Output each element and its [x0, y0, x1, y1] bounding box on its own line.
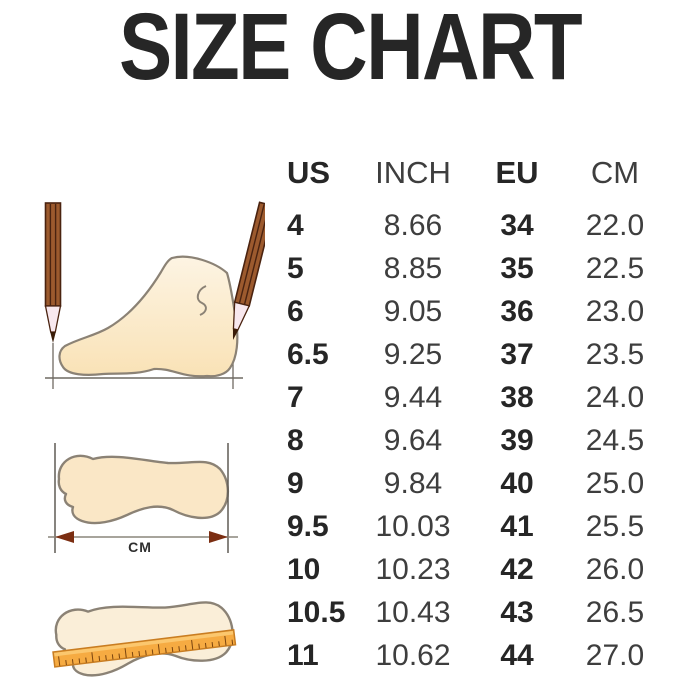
- table-row: 6 9.05 36 23.0: [283, 290, 675, 333]
- eu-cell: 36: [500, 294, 534, 328]
- cm-cell: 23.0: [585, 294, 645, 328]
- cm-cell: 22.5: [585, 251, 645, 285]
- eu-cell: 34: [500, 208, 534, 242]
- table-row: 8 9.64 39 24.5: [283, 419, 675, 462]
- us-cell: 8: [287, 423, 304, 457]
- cm-cell: 25.5: [585, 509, 645, 543]
- ruler-icon: [52, 629, 237, 668]
- footprint-length-illustration: CM: [48, 443, 238, 555]
- eu-cell: 38: [500, 380, 534, 414]
- us-cell: 6: [287, 294, 304, 328]
- ankle-mark: [196, 285, 207, 316]
- inch-cell: 9.25: [383, 337, 443, 371]
- cm-label: CM: [128, 539, 152, 555]
- cm-cell: 26.5: [585, 595, 645, 629]
- inch-cell: 9.64: [383, 423, 443, 457]
- eu-cell: 35: [500, 251, 534, 285]
- arrowhead-right-icon: [209, 531, 228, 543]
- us-cell: 9.5: [287, 509, 329, 543]
- inch-cell: 9.44: [383, 380, 443, 414]
- footprint-ruler-illustration: [52, 601, 237, 677]
- foot-side-measure-illustration: [44, 201, 265, 389]
- header-eu: EU: [495, 155, 539, 190]
- us-cell: 11: [287, 638, 319, 672]
- arrowhead-left-icon: [55, 531, 74, 543]
- inch-cell: 9.05: [383, 294, 443, 328]
- us-cell: 10.5: [287, 595, 346, 629]
- us-cell: 9: [287, 466, 304, 500]
- cm-cell: 27.0: [585, 638, 645, 672]
- page-title: SIZE CHART: [119, 0, 583, 100]
- cm-cell: 25.0: [585, 466, 645, 500]
- eu-cell: 42: [500, 552, 534, 586]
- size-table-body: 4 8.66 34 22.0 5 8.85 35 22.5 6 9.05 36 23.0 6.5 9.25…: [283, 204, 675, 677]
- cm-cell: 24.5: [585, 423, 645, 457]
- eu-cell: 37: [500, 337, 534, 371]
- header-inch: INCH: [375, 155, 451, 190]
- table-row: 7 9.44 38 24.0: [283, 376, 675, 419]
- inch-cell: 10.43: [375, 595, 451, 629]
- header-cm: CM: [590, 155, 640, 190]
- inch-cell: 10.23: [375, 552, 451, 586]
- foot-side-icon: [58, 255, 239, 378]
- eu-cell: 40: [500, 466, 534, 500]
- us-cell: 6.5: [287, 337, 329, 371]
- table-row: 6.5 9.25 37 23.5: [283, 333, 675, 376]
- size-table: US INCH EU CM 4 8.66 34 22.0 5 8.85 35 22.5 6 9.0…: [283, 142, 675, 677]
- table-row: 10.5 10.43 43 26.5: [283, 591, 675, 634]
- cm-cell: 22.0: [585, 208, 645, 242]
- us-cell: 5: [287, 251, 304, 285]
- ruler-ticks: [58, 635, 234, 666]
- table-row: 4 8.66 34 22.0: [283, 204, 675, 247]
- header-us: US: [287, 155, 331, 190]
- inch-cell: 9.84: [383, 466, 443, 500]
- us-cell: 4: [287, 208, 304, 242]
- cm-cell: 26.0: [585, 552, 645, 586]
- us-cell: 7: [287, 380, 304, 414]
- us-cell: 10: [287, 552, 321, 586]
- table-header-row: US INCH EU CM: [283, 142, 675, 204]
- pencil-icon: [44, 202, 62, 344]
- eu-cell: 43: [500, 595, 534, 629]
- cm-cell: 23.5: [585, 337, 645, 371]
- ruler-highlight: [54, 630, 234, 657]
- cm-cell: 24.0: [585, 380, 645, 414]
- table-row: 10 10.23 42 26.0: [283, 548, 675, 591]
- table-row: 9.5 10.03 41 25.5: [283, 505, 675, 548]
- eu-cell: 41: [500, 509, 534, 543]
- inch-cell: 10.62: [375, 638, 451, 672]
- footprint-icon: [57, 454, 230, 525]
- inch-cell: 8.85: [383, 251, 443, 285]
- table-row: 5 8.85 35 22.5: [283, 247, 675, 290]
- eu-cell: 44: [500, 638, 534, 672]
- table-row: 11 10.62 44 27.0: [283, 634, 675, 677]
- inch-cell: 10.03: [375, 509, 451, 543]
- table-row: 9 9.84 40 25.0: [283, 462, 675, 505]
- eu-cell: 39: [500, 423, 534, 457]
- inch-cell: 8.66: [383, 208, 443, 242]
